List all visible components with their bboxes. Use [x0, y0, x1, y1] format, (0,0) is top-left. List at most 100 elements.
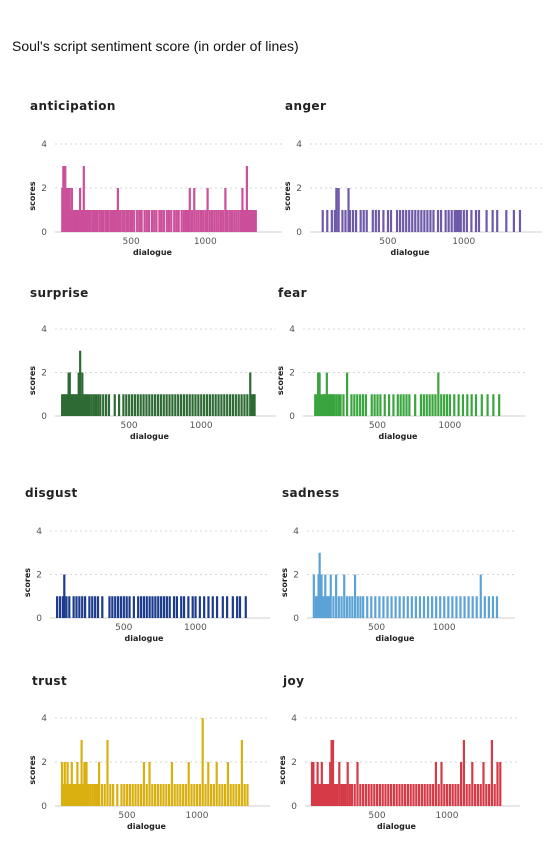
bar: [455, 210, 458, 232]
bar: [226, 596, 229, 618]
bar: [428, 394, 431, 416]
bar: [125, 596, 128, 618]
bar: [116, 188, 119, 232]
bar: [85, 394, 88, 416]
bar: [72, 784, 75, 806]
bar: [253, 394, 256, 416]
bar: [326, 784, 329, 806]
bar: [140, 210, 143, 232]
bar: [467, 596, 470, 618]
bar: [117, 394, 121, 416]
bar: [457, 394, 460, 416]
bar: [474, 210, 478, 232]
bar: [156, 394, 160, 416]
bar: [67, 784, 71, 806]
bar: [439, 210, 443, 232]
bar: [95, 784, 99, 806]
bar: [215, 210, 218, 232]
bar: [128, 784, 131, 806]
bar: [406, 596, 409, 618]
bar: [496, 210, 499, 232]
bar: [474, 784, 477, 806]
y-tick-label: 0: [296, 228, 302, 238]
bar: [83, 596, 87, 618]
bar: [119, 596, 123, 618]
bar: [224, 188, 227, 232]
bar: [483, 596, 486, 618]
bar: [69, 210, 72, 232]
x-tick-label: 500: [118, 811, 135, 821]
bar: [434, 394, 437, 416]
bar: [329, 574, 332, 618]
bar: [244, 596, 247, 618]
y-tick-label: 4: [41, 325, 47, 335]
x-axis-label: dialogue: [376, 634, 416, 643]
bar: [159, 394, 162, 416]
bar: [167, 210, 171, 232]
bar: [142, 394, 145, 416]
bar: [335, 188, 338, 232]
bar: [91, 210, 94, 232]
bar: [85, 210, 88, 232]
bar: [462, 740, 465, 806]
bar: [134, 784, 137, 806]
bar: [69, 784, 72, 806]
bar: [346, 372, 349, 416]
bar: [337, 394, 340, 416]
bar: [231, 394, 235, 416]
chart-title: sadness: [282, 486, 340, 500]
bar: [88, 596, 91, 618]
bar: [174, 394, 177, 416]
bar: [316, 596, 319, 618]
bar: [131, 784, 134, 806]
bar: [399, 210, 402, 232]
bar: [496, 762, 499, 806]
bar: [392, 394, 395, 416]
bar: [492, 394, 495, 416]
bar: [328, 394, 331, 416]
bar: [459, 596, 462, 618]
bar: [314, 394, 317, 416]
bar: [461, 394, 465, 416]
bar: [116, 784, 119, 806]
bar: [198, 784, 201, 806]
bar: [98, 762, 101, 806]
bar: [136, 394, 139, 416]
bar: [252, 394, 255, 416]
bar: [92, 394, 95, 416]
bar: [234, 394, 237, 416]
bar: [362, 784, 365, 806]
bar: [165, 596, 168, 618]
bar: [165, 210, 168, 232]
bar: [350, 784, 353, 806]
bar: [76, 210, 79, 232]
bar: [445, 394, 449, 416]
y-tick-label: 0: [41, 802, 47, 812]
bar: [196, 784, 199, 806]
bar: [187, 210, 190, 232]
bar: [228, 394, 232, 416]
bar: [86, 394, 90, 416]
bar: [382, 210, 385, 232]
bar: [315, 394, 318, 416]
bar: [68, 596, 71, 618]
bar: [312, 762, 315, 806]
bar: [204, 210, 207, 232]
bar: [330, 740, 333, 806]
bar: [244, 210, 247, 232]
bar: [182, 210, 185, 232]
x-axis-label: dialogue: [133, 248, 173, 257]
bar: [471, 762, 474, 806]
chart-panel-trust: trust 0 2 4 500 1000 dialogue scores: [28, 674, 270, 831]
bar: [72, 596, 75, 618]
bar: [471, 596, 474, 618]
page-title: Soul's script sentiment score (in order …: [12, 38, 299, 54]
bar: [203, 596, 206, 618]
bar: [88, 394, 91, 416]
x-axis-label: dialogue: [127, 822, 167, 831]
bar: [327, 784, 330, 806]
y-tick-label: 4: [291, 714, 297, 724]
bar: [185, 210, 188, 232]
bar: [170, 210, 173, 232]
